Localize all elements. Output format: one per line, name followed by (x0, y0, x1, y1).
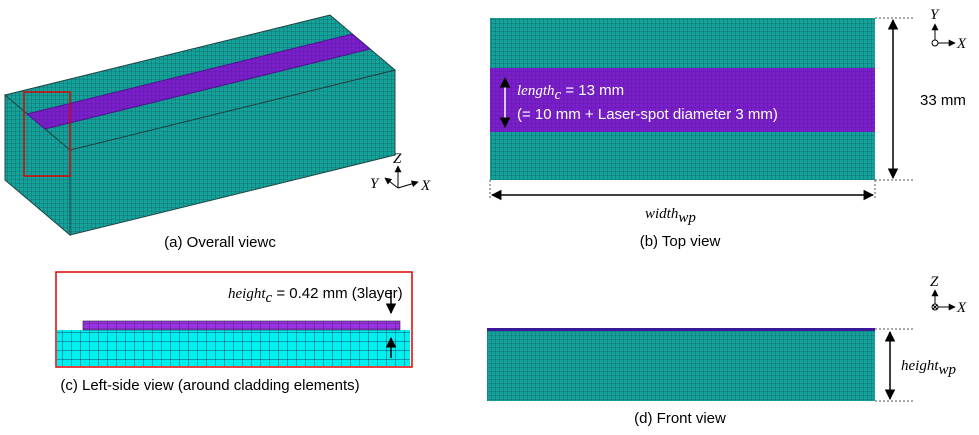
axis-arrow (398, 182, 418, 188)
axis-arrow (385, 178, 398, 188)
symbol: length (517, 83, 555, 99)
axis-label: X (956, 36, 967, 52)
symbol: height (228, 286, 266, 302)
axis-origin (932, 40, 938, 46)
axis-label: X (956, 300, 967, 316)
subscript: wp (678, 210, 696, 226)
axis-label: Z (930, 274, 939, 290)
subscript: wp (939, 362, 957, 378)
workpiece-mesh (487, 331, 875, 401)
workpiece-mesh (57, 330, 410, 366)
value-text: = 13 mm (561, 82, 624, 99)
caption: (c) Left-side view (around cladding elem… (60, 377, 359, 394)
axis-label: Z (393, 151, 402, 167)
width-label: widthwp (645, 206, 696, 226)
cladding-layer (487, 328, 875, 331)
figure: Z Y X (a) Overall viewc lengthc = 13 mm … (0, 0, 979, 435)
cladding-mesh (83, 321, 400, 330)
top-view: lengthc = 13 mm (= 10 mm + Laser-spot di… (490, 7, 967, 250)
caption: (d) Front view (634, 410, 726, 427)
value-text: = 0.42 mm (3layer) (272, 285, 402, 302)
axes-icon: Z X (930, 274, 967, 316)
height-label: heightwp (901, 358, 957, 378)
symbol: height (901, 358, 939, 374)
left-side-view: heightc = 0.42 mm (3layer) (c) Left-side… (56, 272, 412, 394)
overall-view: Z Y X (a) Overall viewc (5, 15, 431, 251)
caption: (b) Top view (640, 233, 721, 250)
symbol: width (645, 206, 678, 222)
axis-label: Y (930, 7, 940, 23)
height-label: heightc = 0.42 mm (3layer) (228, 285, 403, 306)
axis-label: X (420, 178, 431, 194)
caption: (a) Overall viewc (164, 234, 276, 251)
note: (= 10 mm + Laser-spot diameter 3 mm) (517, 106, 778, 123)
axis-label: Y (370, 176, 380, 192)
front-view: heightwp Z X (d) Front view (487, 274, 967, 427)
dimension-label: 33 mm (920, 92, 966, 109)
axes-icon: Y X (930, 7, 967, 52)
